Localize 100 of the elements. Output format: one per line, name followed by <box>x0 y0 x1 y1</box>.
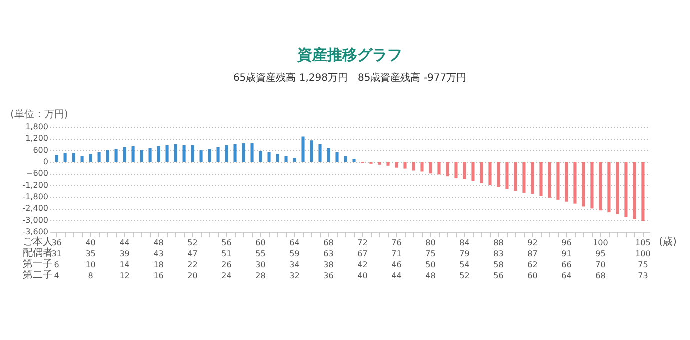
bar <box>157 146 160 162</box>
y-tick-label: 1,800 <box>26 122 48 132</box>
bar <box>608 162 611 213</box>
bar <box>89 154 92 162</box>
bar <box>590 162 594 209</box>
bar <box>132 146 135 162</box>
bar <box>268 152 271 162</box>
bar <box>336 152 339 162</box>
x-tick-label: 60 55 30 28 <box>256 238 266 280</box>
bar <box>531 162 534 194</box>
bar <box>259 151 262 162</box>
bar <box>412 162 416 171</box>
bar <box>420 162 424 172</box>
bar <box>582 162 586 207</box>
x-tick-label: 56 51 26 24 <box>222 238 232 280</box>
bar <box>114 149 118 162</box>
bar <box>556 162 560 200</box>
bar <box>488 162 492 186</box>
bar <box>480 162 484 184</box>
x-tick-label: 48 43 18 16 <box>154 238 164 280</box>
bar <box>404 162 407 169</box>
bar <box>429 162 432 174</box>
text: 配偶者 <box>23 247 53 259</box>
x-tick-label: 105 100 75 73 <box>636 238 651 280</box>
bar <box>616 162 620 214</box>
bar <box>565 162 568 202</box>
x-tick-label: 36 31 6 4 <box>52 238 62 280</box>
x-tick-label: 76 71 46 44 <box>392 238 402 280</box>
bar <box>327 148 330 162</box>
bar <box>55 155 58 162</box>
bar <box>242 144 246 162</box>
bar <box>514 162 518 192</box>
bar <box>293 158 296 162</box>
x-tick-label: 84 79 54 52 <box>460 238 470 280</box>
y-tick-label: -1,800 <box>22 192 48 202</box>
bar <box>72 153 76 162</box>
bar <box>446 162 450 177</box>
bar <box>472 162 475 181</box>
bar <box>344 156 348 162</box>
chart-subtitle: 65歳資産残高 1,298万円 85歳資産残高 -977万円 <box>233 72 467 84</box>
bar <box>98 152 101 162</box>
x-tick-label: 52 47 22 20 <box>188 238 198 280</box>
bar <box>166 145 169 162</box>
x-tick-label: 88 83 58 56 <box>494 238 504 280</box>
bar <box>548 162 552 198</box>
chart-title: 資産推移グラフ <box>296 46 402 64</box>
x-tick-label: 64 59 34 32 <box>290 238 300 280</box>
bar <box>633 162 636 220</box>
x-tick-label: 100 95 70 68 <box>593 238 608 280</box>
bar <box>497 162 500 188</box>
bar <box>302 136 305 162</box>
bar <box>574 162 577 204</box>
bar <box>310 140 314 162</box>
x-tick-label: 96 91 66 64 <box>562 238 572 280</box>
y-tick-label: -2,400 <box>22 204 48 214</box>
bar <box>318 144 322 162</box>
y-axis-title: (単位：万円) <box>10 108 68 120</box>
bar <box>182 145 186 162</box>
text: 第二子 <box>23 269 53 281</box>
x-tick-label: 92 87 62 60 <box>528 238 538 280</box>
bar <box>191 145 194 162</box>
text: ご本人 <box>23 236 53 248</box>
bar <box>216 147 220 162</box>
x-tick-label: 72 67 42 40 <box>358 238 368 280</box>
text: (歳) <box>659 236 677 248</box>
bar <box>454 162 458 179</box>
bar <box>64 153 67 162</box>
y-tick-label: -3,600 <box>22 228 48 236</box>
y-tick-label: −600 <box>26 169 48 178</box>
bar <box>148 148 152 162</box>
x-tick-label: 80 75 50 48 <box>426 238 436 280</box>
bar <box>378 162 382 165</box>
bar <box>624 162 628 218</box>
bar <box>123 147 126 162</box>
bar <box>463 162 466 180</box>
y-tick-label: -3,000 <box>22 216 48 225</box>
bar <box>200 150 203 162</box>
bar <box>642 162 645 222</box>
bar <box>599 162 602 211</box>
y-tick-label: 1,200 <box>26 134 48 144</box>
x-tick-label: 44 39 14 12 <box>120 238 130 280</box>
bar <box>250 144 254 162</box>
bar <box>540 162 543 196</box>
text: 第一子 <box>23 258 53 270</box>
x-tick-label: 68 63 38 36 <box>324 238 334 280</box>
bar <box>395 162 398 168</box>
bar <box>352 159 356 162</box>
bar <box>174 144 178 162</box>
bar <box>284 156 288 162</box>
bar <box>506 162 509 190</box>
y-tick-label: 0 <box>43 158 48 166</box>
bar <box>522 162 526 194</box>
bar <box>106 150 110 162</box>
x-tick-label: 40 35 10 8 <box>86 238 96 280</box>
bar <box>208 149 212 162</box>
bar <box>140 150 144 162</box>
bar <box>225 145 228 162</box>
bar <box>234 144 237 162</box>
bar <box>276 154 280 162</box>
y-tick-label: -1,200 <box>22 180 48 190</box>
